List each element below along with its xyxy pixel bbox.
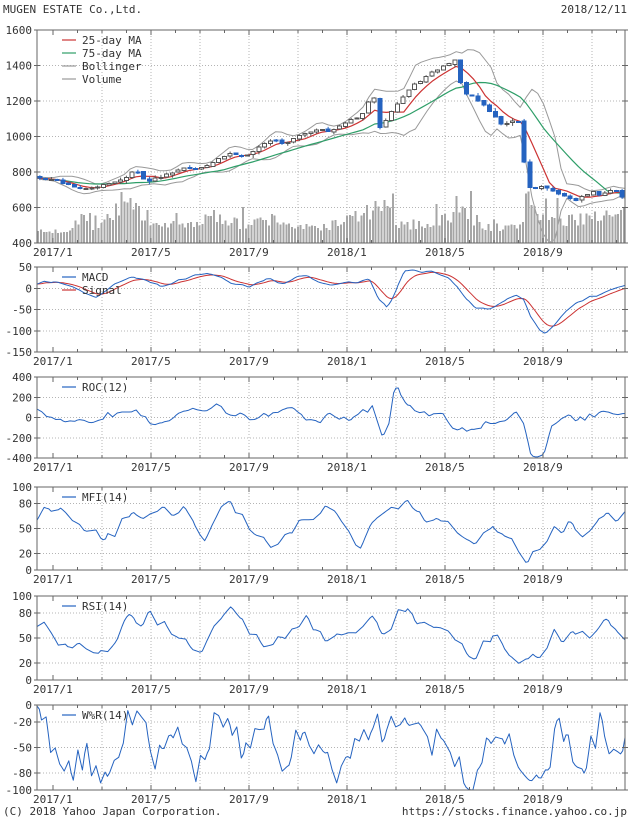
svg-text:80: 80 (19, 498, 32, 511)
svg-text:0: 0 (25, 674, 32, 687)
svg-text:2017/1: 2017/1 (33, 793, 73, 806)
svg-text:2018/9: 2018/9 (523, 793, 563, 806)
svg-text:Bollinger: Bollinger (82, 60, 142, 73)
svg-text:-150: -150 (6, 346, 33, 359)
svg-text:400: 400 (12, 237, 32, 250)
svg-text:-100: -100 (6, 325, 33, 338)
svg-text:100: 100 (12, 590, 32, 603)
svg-text:75-day MA: 75-day MA (82, 47, 142, 60)
svg-text:2018/1: 2018/1 (327, 461, 367, 474)
chart-header: MUGEN ESTATE Co.,Ltd. 2018/12/11 (0, 2, 630, 17)
svg-text:50: 50 (19, 632, 32, 645)
svg-text:2018/1: 2018/1 (327, 246, 367, 259)
svg-text:80: 80 (19, 607, 32, 620)
svg-text:25-day MA: 25-day MA (82, 34, 142, 47)
copyright-text: (C) 2018 Yahoo Japan Corporation. (3, 805, 222, 818)
svg-text:-400: -400 (6, 452, 33, 465)
svg-text:2017/9: 2017/9 (229, 246, 269, 259)
svg-text:1200: 1200 (6, 95, 33, 108)
svg-text:2017/5: 2017/5 (131, 355, 171, 368)
svg-text:200: 200 (12, 391, 32, 404)
svg-text:2018/5: 2018/5 (425, 573, 465, 586)
chart-footer: (C) 2018 Yahoo Japan Corporation. https:… (0, 804, 630, 819)
svg-text:1600: 1600 (6, 24, 33, 37)
svg-text:2017/9: 2017/9 (229, 793, 269, 806)
svg-text:2018/1: 2018/1 (327, 793, 367, 806)
svg-text:2018/5: 2018/5 (425, 355, 465, 368)
chart-date: 2018/12/11 (560, 3, 627, 16)
svg-text:-100: -100 (6, 784, 33, 797)
svg-text:400: 400 (12, 371, 32, 384)
svg-text:-20: -20 (12, 716, 32, 729)
svg-text:800: 800 (12, 166, 32, 179)
svg-text:Volume: Volume (82, 73, 122, 86)
svg-text:Signal: Signal (82, 284, 122, 297)
svg-text:2017/9: 2017/9 (229, 355, 269, 368)
stock-name: MUGEN ESTATE Co.,Ltd. (3, 3, 143, 16)
svg-text:2017/1: 2017/1 (33, 573, 73, 586)
svg-text:2018/9: 2018/9 (523, 246, 563, 259)
svg-text:2017/1: 2017/1 (33, 461, 73, 474)
svg-text:2018/9: 2018/9 (523, 683, 563, 696)
svg-text:2017/5: 2017/5 (131, 461, 171, 474)
svg-text:W%R(14): W%R(14) (82, 709, 128, 722)
svg-text:-80: -80 (12, 767, 32, 780)
svg-text:MACD: MACD (82, 271, 109, 284)
svg-text:1400: 1400 (6, 60, 33, 73)
svg-text:0: 0 (25, 282, 32, 295)
svg-text:2018/1: 2018/1 (327, 355, 367, 368)
svg-text:20: 20 (19, 547, 32, 560)
svg-text:600: 600 (12, 202, 32, 215)
svg-text:MFI(14): MFI(14) (82, 491, 128, 504)
svg-text:2018/5: 2018/5 (425, 461, 465, 474)
svg-text:RSI(14): RSI(14) (82, 600, 128, 613)
svg-text:2017/1: 2017/1 (33, 355, 73, 368)
svg-text:2017/9: 2017/9 (229, 461, 269, 474)
svg-text:2017/1: 2017/1 (33, 683, 73, 696)
source-url: https://stocks.finance.yahoo.co.jp (401, 805, 627, 818)
svg-text:50: 50 (19, 261, 32, 274)
svg-text:ROC(12): ROC(12) (82, 381, 128, 394)
svg-text:20: 20 (19, 657, 32, 670)
svg-text:2018/1: 2018/1 (327, 683, 367, 696)
svg-text:2017/9: 2017/9 (229, 683, 269, 696)
svg-text:2017/5: 2017/5 (131, 793, 171, 806)
svg-text:0: 0 (25, 699, 32, 712)
svg-text:-200: -200 (6, 432, 33, 445)
svg-text:2017/9: 2017/9 (229, 573, 269, 586)
svg-text:2018/9: 2018/9 (523, 355, 563, 368)
svg-text:2018/5: 2018/5 (425, 793, 465, 806)
svg-text:2018/9: 2018/9 (523, 573, 563, 586)
svg-text:-50: -50 (12, 304, 32, 317)
svg-text:2017/5: 2017/5 (131, 246, 171, 259)
svg-text:1000: 1000 (6, 131, 33, 144)
svg-text:-50: -50 (12, 742, 32, 755)
svg-text:2018/1: 2018/1 (327, 573, 367, 586)
svg-text:0: 0 (25, 564, 32, 577)
svg-text:50: 50 (19, 523, 32, 536)
svg-text:100: 100 (12, 481, 32, 494)
svg-text:0: 0 (25, 412, 32, 425)
svg-text:2018/5: 2018/5 (425, 246, 465, 259)
svg-text:2018/5: 2018/5 (425, 683, 465, 696)
svg-text:2018/9: 2018/9 (523, 461, 563, 474)
svg-text:2017/5: 2017/5 (131, 573, 171, 586)
svg-text:2017/5: 2017/5 (131, 683, 171, 696)
svg-text:2017/1: 2017/1 (33, 246, 73, 259)
